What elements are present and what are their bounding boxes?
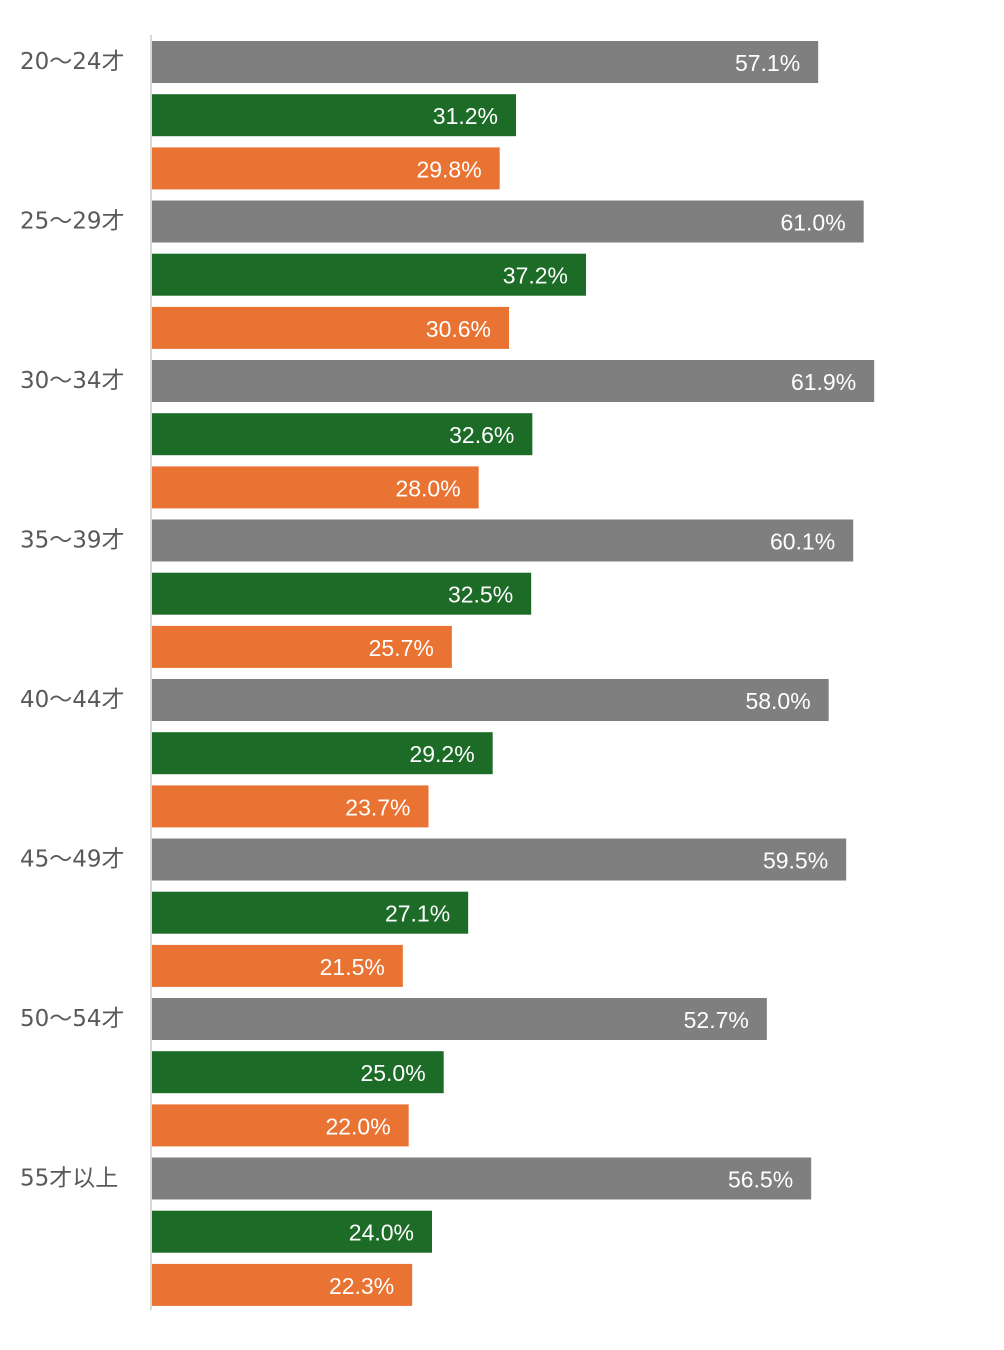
bar-value-label: 22.0% (325, 1113, 390, 1139)
bar-value-label: 30.6% (426, 316, 491, 342)
bar-series-3 (152, 1104, 409, 1147)
category-label: 50〜54才 (20, 1006, 125, 1032)
bar-series-2 (152, 413, 533, 456)
bar-value-label: 27.1% (385, 901, 450, 927)
category-label: 20〜24才 (20, 49, 125, 75)
bar-series-3 (152, 785, 429, 828)
bar-series-2 (152, 891, 469, 934)
bar-series-1 (152, 519, 854, 562)
bar-value-label: 21.5% (320, 954, 385, 980)
bar-value-label: 57.1% (735, 50, 800, 76)
bar-series-3 (152, 1263, 413, 1306)
bar-value-label: 25.0% (360, 1060, 425, 1086)
bar-value-label: 61.0% (780, 210, 845, 236)
bar-value-label: 61.9% (791, 369, 856, 395)
bar-value-label: 24.0% (349, 1220, 414, 1246)
bar-value-label: 37.2% (503, 263, 568, 289)
bar-series-3 (152, 306, 510, 349)
bar-series-group (152, 41, 875, 1306)
bar-series-3 (152, 625, 452, 668)
bar-series-3 (152, 466, 479, 509)
bar-series-1 (152, 1157, 812, 1200)
bar-series-1 (152, 200, 864, 243)
bar-value-label: 60.1% (770, 529, 835, 555)
bar-series-3 (152, 944, 403, 987)
bar-series-1 (152, 998, 767, 1040)
category-label: 40〜44才 (20, 687, 125, 713)
bar-series-2 (152, 572, 532, 615)
category-label: 35〜39才 (20, 528, 125, 554)
bar-value-label: 29.2% (409, 741, 474, 767)
bar-series-1 (152, 360, 875, 402)
bar-series-2 (152, 1051, 444, 1094)
bar-value-label: 29.8% (416, 156, 481, 182)
bar-value-label: 59.5% (763, 848, 828, 874)
bar-series-3 (152, 147, 500, 190)
category-label: 45〜49才 (20, 847, 125, 873)
bar-series-2 (152, 1210, 433, 1253)
bar-series-2 (152, 732, 493, 775)
bar-value-label: 25.7% (369, 635, 434, 661)
bar-value-label: 58.0% (745, 688, 810, 714)
value-labels: 57.1% 31.2% 29.8% 61.0% 37.2% 30.6% 61.9% 32.6%… (320, 50, 857, 1299)
category-label: 25〜29才 (20, 209, 125, 235)
bar-series-1 (152, 838, 847, 881)
bar-value-label: 22.3% (329, 1273, 394, 1299)
bar-series-1 (152, 679, 829, 721)
bar-series-1 (152, 41, 819, 83)
category-label: 30〜34才 (20, 368, 125, 394)
category-labels: 20〜24才 25〜29才 30〜34才 35〜39才 40〜44才 45〜49才 50〜5… (20, 49, 125, 1192)
bar-value-label: 32.5% (448, 582, 513, 608)
bar-value-label: 28.0% (395, 475, 460, 501)
bar-value-label: 23.7% (345, 794, 410, 820)
bar-series-2 (152, 253, 587, 296)
category-label: 55才以上 (20, 1166, 118, 1192)
bar-value-label: 52.7% (684, 1007, 749, 1033)
bar-value-label: 32.6% (449, 422, 514, 448)
bar-series-2 (152, 94, 517, 137)
bar-value-label: 56.5% (728, 1167, 793, 1193)
bar-value-label: 31.2% (433, 103, 498, 129)
